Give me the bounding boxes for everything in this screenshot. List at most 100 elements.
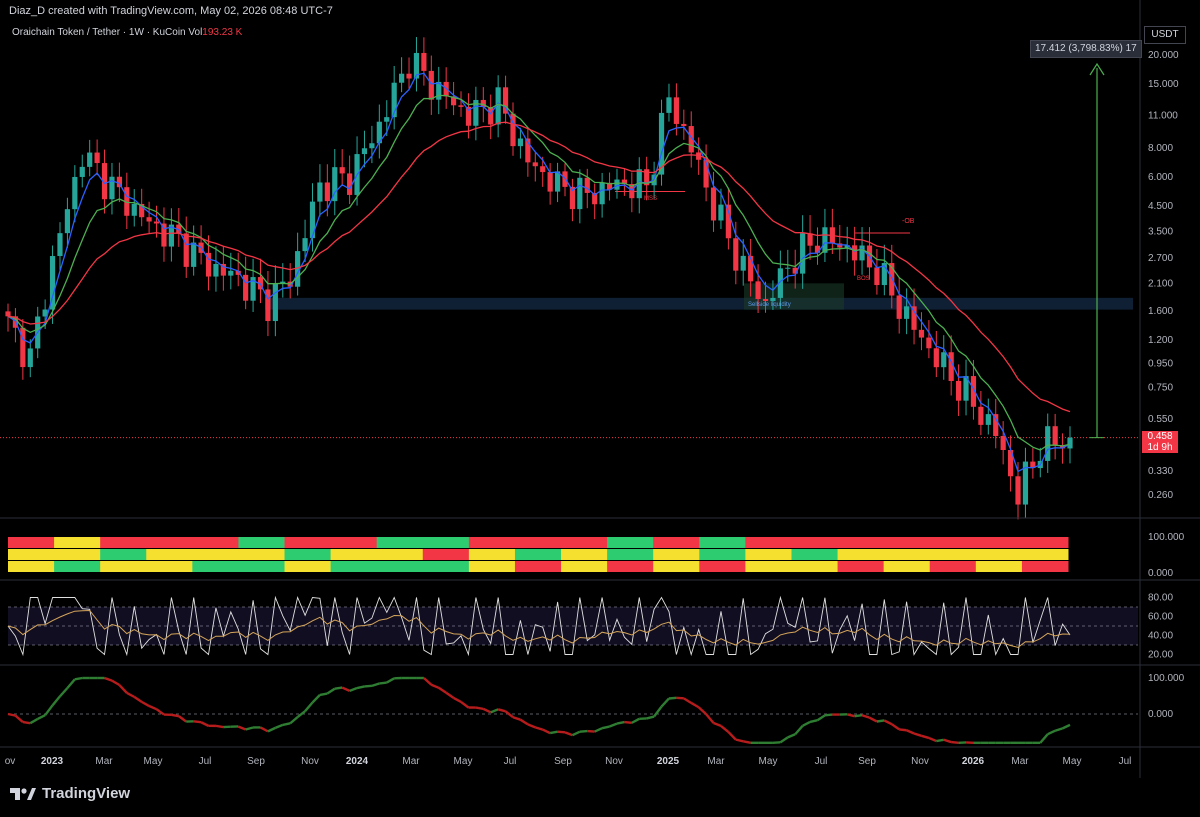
heatmap-cell xyxy=(837,561,885,572)
momentum-line xyxy=(245,726,254,731)
momentum-line xyxy=(697,706,707,715)
candle-body xyxy=(822,227,828,253)
candle-body xyxy=(272,283,278,322)
attribution-header: Diaz_D created with TradingView.com, May… xyxy=(9,5,333,17)
symbol-legend[interactable]: Oraichain Token / Tether · 1W · KuCoin V… xyxy=(12,27,242,38)
bos-annotation: BOS xyxy=(857,276,870,282)
momentum-line xyxy=(44,704,54,716)
measure-arrow-head xyxy=(1089,62,1105,76)
time-tick: May xyxy=(1063,756,1082,767)
heatmap-cell xyxy=(192,549,239,560)
momentum-line xyxy=(779,736,789,744)
candle-body xyxy=(748,255,754,282)
momentum-line xyxy=(104,676,113,682)
momentum-line xyxy=(868,716,878,723)
heatmap-cell xyxy=(883,537,931,548)
time-tick: Sep xyxy=(247,756,265,767)
heatmap-cell xyxy=(837,549,885,560)
candle-body xyxy=(703,159,709,188)
momentum-line xyxy=(802,720,811,727)
heatmap-cell xyxy=(653,537,700,548)
candle-body xyxy=(681,123,687,127)
momentum-line xyxy=(899,728,907,732)
candle-body xyxy=(606,182,613,190)
tradingview-logo[interactable]: TradingView xyxy=(10,785,130,802)
candle-body xyxy=(495,87,501,125)
momentum-line xyxy=(854,714,863,718)
price-tick: 11.000 xyxy=(1148,111,1178,122)
momentum-line xyxy=(809,719,818,724)
heatmap-cell xyxy=(100,549,147,560)
time-tick: Jul xyxy=(504,756,517,767)
time-axis[interactable]: ov 2023 Mar May Jul Sep Nov 2024 Mar May Jul Sep Nov… xyxy=(5,756,1132,767)
candle-body xyxy=(933,348,939,368)
candle-body xyxy=(985,414,991,425)
momentum-line xyxy=(289,716,299,725)
heatmap-cell xyxy=(468,537,516,548)
momentum-line xyxy=(735,738,744,743)
time-tick: Nov xyxy=(605,756,623,767)
momentum-line xyxy=(549,730,558,735)
candle-body xyxy=(1015,476,1021,505)
candle-body xyxy=(332,167,338,202)
candle-body xyxy=(488,107,494,125)
candle-body xyxy=(324,182,330,202)
momentum-line xyxy=(259,726,269,733)
heatmap-cell xyxy=(100,561,147,572)
momentum-line xyxy=(349,686,358,692)
heatmap-cell xyxy=(883,549,931,560)
momentum-line xyxy=(816,714,826,722)
momentum-line xyxy=(319,692,328,697)
momentum-line xyxy=(111,679,121,687)
candle-body xyxy=(599,182,605,205)
price-pane[interactable] xyxy=(0,37,1140,520)
momentum-line xyxy=(356,685,365,690)
price-tick: 4.500 xyxy=(1148,201,1173,212)
time-tick: Mar xyxy=(95,756,113,767)
momentum-line xyxy=(742,740,751,744)
candle-body xyxy=(889,263,895,296)
candle-body xyxy=(1067,437,1073,449)
candle-body xyxy=(109,176,115,200)
heatmap-cell xyxy=(929,549,977,560)
momentum-line xyxy=(824,713,833,717)
momentum-line xyxy=(267,726,276,733)
momentum-line xyxy=(601,725,610,730)
candle-body xyxy=(1045,426,1051,461)
price-tick: 0.330 xyxy=(1148,466,1173,477)
candle-body xyxy=(1022,461,1029,505)
momentum-line xyxy=(423,677,433,686)
candle-body xyxy=(502,87,509,114)
time-tick: Jul xyxy=(1119,756,1132,767)
momentum-line xyxy=(713,721,722,728)
candle-body xyxy=(339,167,345,174)
candle-body xyxy=(235,270,241,275)
price-tick: 20.000 xyxy=(1148,50,1179,61)
ob-annotation: -OB xyxy=(902,218,915,225)
candle-body xyxy=(465,106,472,126)
candle-body xyxy=(710,187,717,221)
momentum-line xyxy=(364,684,373,688)
time-tick: Mar xyxy=(1011,756,1029,767)
candle-body xyxy=(762,299,769,302)
heatmap-cell xyxy=(8,549,55,560)
momentum-line xyxy=(616,720,625,725)
candle-body xyxy=(1030,461,1036,469)
heatmap-cell xyxy=(561,561,608,572)
candle-body xyxy=(800,233,806,274)
momentum-line xyxy=(37,714,46,721)
candle-body xyxy=(510,113,516,147)
momentum-line xyxy=(490,708,499,714)
candle-body xyxy=(87,152,93,167)
candle-body xyxy=(42,309,48,317)
momentum-line xyxy=(141,700,150,708)
currency-badge[interactable]: USDT xyxy=(1144,26,1186,44)
candle-body xyxy=(755,281,761,300)
candle-body xyxy=(792,267,798,274)
trend-heatmap-pane: 100.000 0.000 xyxy=(8,532,1185,579)
candle-body xyxy=(421,52,427,71)
candle-body xyxy=(785,267,791,269)
price-axis[interactable]: 20.000 15.000 11.000 8.000 6.000 4.500 3.500 2.… xyxy=(1148,50,1179,501)
candle-body xyxy=(1052,426,1058,446)
